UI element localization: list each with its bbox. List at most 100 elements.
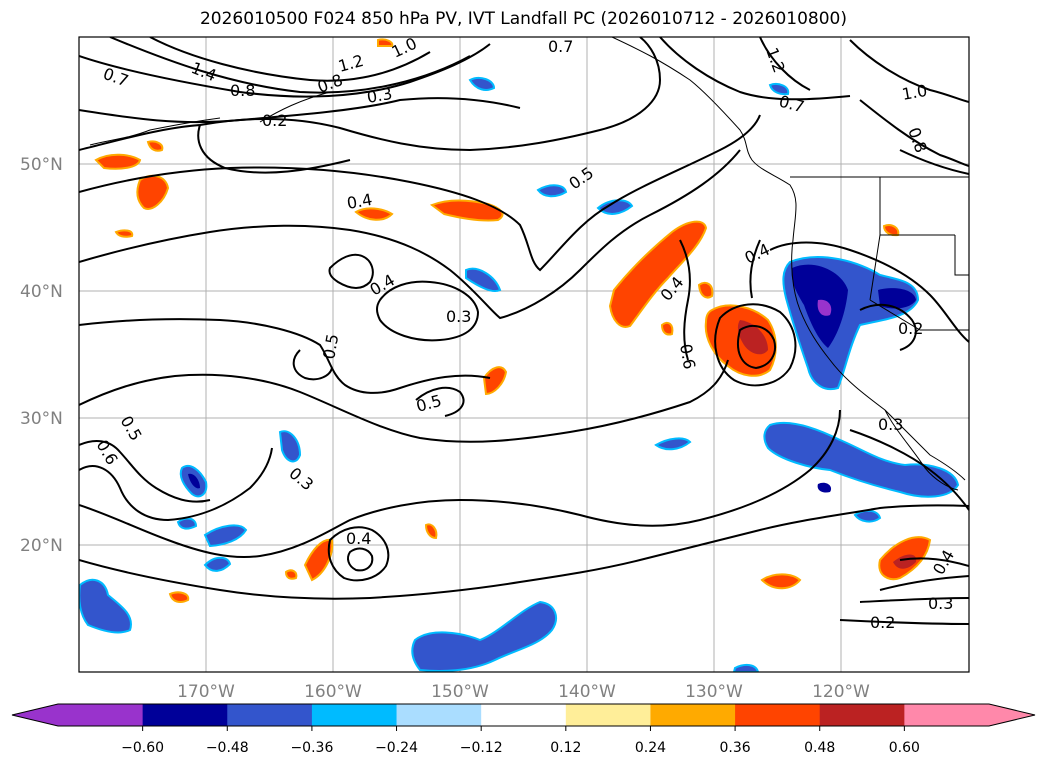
lat-label: 20°N [20,536,63,556]
pos-anomaly-w2 [136,174,170,210]
map-frame [78,36,970,673]
neg-anomaly-b8 [596,199,634,215]
colorbar-bin [650,704,736,726]
contour-e-04-s [879,575,969,591]
contour-label: 0.5 [319,332,342,360]
pos-anomaly-c5 [760,573,802,590]
contour-05-mid [79,318,491,394]
neg-anomaly-b3 [411,600,557,672]
plot-title: 2026010500 F024 850 hPa PV, IVT Landfall… [199,9,847,29]
neg-anomaly-b13 [732,663,760,672]
contour-n-mid [79,124,351,174]
contour-e-03 [859,303,917,351]
colorbar-outline [11,703,1036,727]
pos-anomaly-c9 [424,523,438,540]
pos-anomaly-plume [608,220,708,328]
colorbar-under-arrow [12,704,58,726]
contour-14 [149,37,431,82]
lon-label: 160°W [304,682,362,702]
colorbar-bin [819,704,905,726]
colorbar-tick-label: −0.36 [290,740,333,756]
pos-anomaly-offshore [704,304,777,377]
neg-anomaly-b1-core [188,473,200,489]
neg-anomaly-b9 [536,184,568,198]
pos-anomaly-c11 [377,38,394,47]
contour-label: 0.3 [365,84,393,107]
contour-03-loop [376,280,480,342]
lon-label: 130°W [685,682,743,702]
neg-anomaly-b5 [203,524,248,548]
neg-anomaly-b14 [176,517,198,530]
lon-label: 140°W [558,682,616,702]
pos-anomaly-c12 [284,569,298,580]
contour-04-c [679,239,691,361]
contour-05-n [79,114,761,272]
contour-label: 0.3 [878,415,903,434]
contour-06-w [79,439,211,503]
pos-anomaly-c3 [482,366,508,396]
colorbar-bins [58,704,990,726]
state-lines [869,177,969,331]
neg-anomaly-b11 [654,437,692,451]
lat-label: 30°N [20,409,63,429]
pc-shading [79,38,960,672]
colorbar-bin [58,704,144,726]
colorbar-tick-label: −0.60 [121,740,164,756]
contour-label: 0.4 [346,529,371,548]
colorbar-bin [735,704,821,726]
contour-big-loop [79,359,729,443]
contour-10 [109,37,471,94]
contour-label: 0.7 [548,37,573,56]
contour-12-ne [759,37,811,91]
colorbar-bin [904,704,990,726]
contour-10-ne [849,39,969,103]
pos-anomaly-w4 [114,229,134,238]
pv-contours [79,37,969,625]
colorbar-tick-label: −0.48 [206,740,249,756]
neg-anomaly-subtrop-core [817,482,832,493]
lon-label: 150°W [431,682,489,702]
lon-axis-labels: 170°W 160°W 150°W 140°W 130°W 120°W [177,682,870,702]
neg-anomaly-b4 [79,578,132,634]
neg-anomaly-b6 [203,556,232,572]
neg-anomaly-b15 [768,83,790,96]
contour-e-03-s [859,597,969,603]
colorbar-tick-label: 0.12 [550,740,581,756]
contour-04-ring [327,526,390,582]
neg-anomaly-b7 [465,267,502,292]
contour-07-ne [659,37,851,101]
neg-anomaly-subtrop [763,421,960,498]
contour-label: 0.2 [262,111,287,130]
lat-label: 50°N [20,155,63,175]
colorbar-bin [227,704,313,726]
contour-low-inner [737,324,776,370]
contour-label: 0.2 [898,319,923,338]
pos-anomaly-c8 [168,591,190,603]
contour-ne-b [899,149,969,175]
pos-anomaly-offshore-core [737,320,768,355]
contour-04-d [749,239,761,299]
contour-label: 1.0 [900,81,928,104]
lat-axis-labels: 50°N 40°N 30°N 20°N [20,155,63,556]
contour-label: 0.2 [870,613,895,632]
contour-e-02-s [839,619,969,625]
contour-low [714,303,797,387]
colorbar-tick-label: −0.24 [375,740,418,756]
contour-e-02 [769,241,969,343]
contour-n-ring [199,37,662,152]
colorbar-tick-label: 0.24 [635,740,666,756]
contour-08-ne [859,99,969,167]
north-america-coast [611,37,966,481]
contour-02-n [79,97,521,124]
contour-label: 0.3 [928,594,953,613]
pos-anomaly-w3 [146,140,164,152]
pos-anomaly-c2 [354,207,394,221]
contour-label: 0.3 [446,307,471,326]
colorbar-bin [396,704,482,726]
contour-ring-inner [347,547,374,572]
pos-anomaly-w1 [94,153,142,170]
contour-label: 0.8 [230,81,255,100]
colorbar-bin [565,704,651,726]
contour-04-loop [328,253,374,289]
